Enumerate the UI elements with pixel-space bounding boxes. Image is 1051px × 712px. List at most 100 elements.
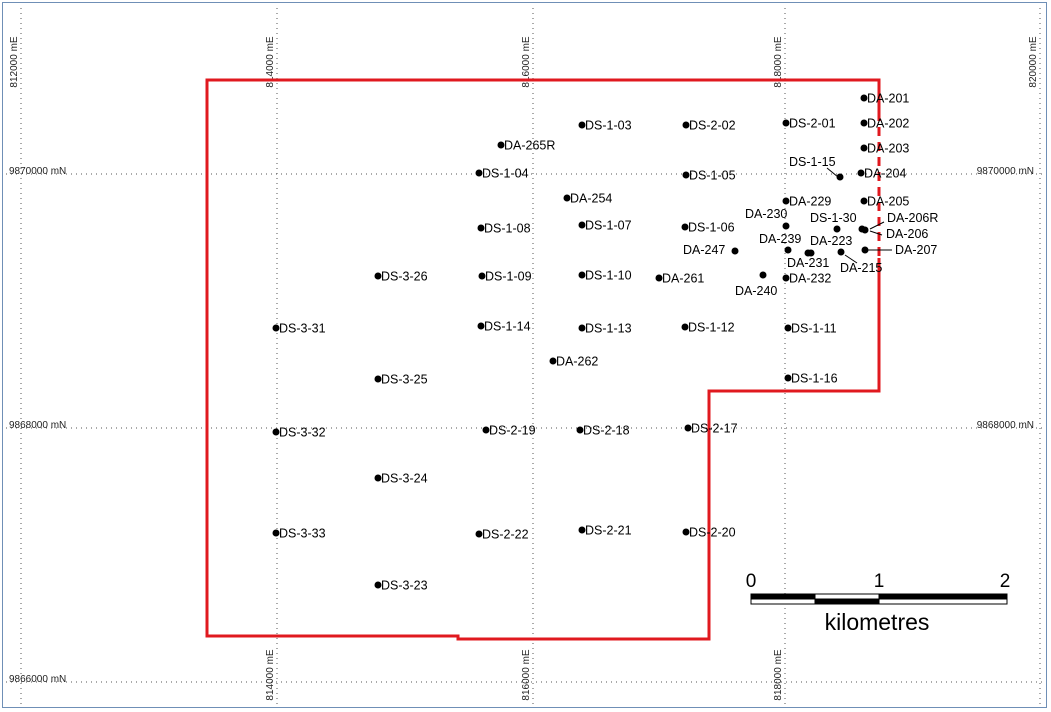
scale-bar-segment	[815, 599, 879, 604]
drillhole: DS-1-09	[478, 270, 532, 284]
drillhole-layer: DA-201 DA-202 DA-203 DA-204 DA-205 DA-206R DA-…	[272, 92, 938, 593]
drillhole: DA-204	[857, 167, 906, 181]
licence-boundary	[205, 78, 881, 641]
licence-boundary-solid	[205, 78, 881, 641]
drillhole: DS-2-21	[578, 524, 632, 538]
drillhole-label: DA-247	[683, 243, 725, 257]
drillhole-marker	[682, 121, 690, 129]
drillhole-marker	[578, 221, 586, 229]
drillhole: DS-3-32	[272, 426, 326, 440]
drillhole-label: DS-2-21	[585, 524, 632, 538]
drillhole-marker	[682, 528, 690, 536]
drillhole-label: DA-262	[556, 355, 598, 369]
drillhole-marker	[272, 428, 280, 436]
drillhole-label: DS-1-08	[484, 222, 531, 236]
drillhole: DS-2-20	[682, 526, 736, 540]
drillhole-marker	[860, 94, 868, 102]
drillhole: DS-1-15	[789, 155, 844, 181]
drillhole-marker	[860, 197, 868, 205]
drillhole-label: DA-203	[867, 142, 909, 156]
drillhole-label: DS-1-05	[689, 169, 736, 183]
drillhole: DA-206	[861, 226, 928, 241]
easting-label-bottom: 816000 mE	[521, 649, 532, 700]
drillhole-label: DS-2-19	[489, 424, 536, 438]
drillhole-label: DA-202	[867, 117, 909, 131]
drillhole-label: DA-204	[864, 167, 906, 181]
northing-label-left: 9868000 mN	[9, 420, 66, 431]
drillhole: DS-2-01	[782, 117, 836, 131]
northing-label-left: 9866000 mN	[9, 674, 66, 685]
drillhole-label: DA-229	[789, 195, 831, 209]
drillhole-marker	[475, 169, 483, 177]
drillhole-label: DA-261	[662, 272, 704, 286]
scale-bar-segment	[878, 598, 1008, 605]
drillhole-label: DS-1-09	[485, 270, 532, 284]
drillhole-label: DA-223	[810, 234, 852, 248]
drillhole-marker	[681, 323, 689, 331]
drillhole-marker	[684, 424, 692, 432]
drillhole-marker	[784, 374, 792, 382]
drillhole-label: DA-254	[570, 192, 612, 206]
drillhole-marker	[374, 581, 382, 589]
drillhole: DA-254	[563, 192, 612, 206]
drillhole-marker	[860, 144, 868, 152]
drillhole-label: DS-3-24	[381, 472, 428, 486]
drillhole-marker	[272, 529, 280, 537]
drillhole-marker	[860, 119, 868, 127]
leader-line	[869, 230, 883, 236]
drillhole-marker	[681, 223, 689, 231]
northing-labels: 9870000 mN 9870000 mN 9868000 mN 9868000…	[9, 166, 1034, 685]
drillhole: DA-262	[549, 355, 598, 369]
drillhole: DS-3-33	[272, 527, 326, 541]
drillhole-marker	[833, 225, 841, 233]
drillhole-label: DA-215	[840, 261, 882, 275]
easting-label-top: 814000 mE	[265, 36, 276, 87]
drillhole-marker	[731, 247, 739, 255]
drillhole-marker	[578, 121, 586, 129]
drillhole-marker	[576, 426, 584, 434]
drillhole: DA-202	[860, 117, 909, 131]
drillhole-marker	[861, 246, 869, 254]
drillhole: DS-3-23	[374, 579, 428, 593]
drillhole-marker	[804, 249, 812, 257]
drillhole: DA-207	[861, 243, 937, 257]
drillhole-marker	[272, 324, 280, 332]
drillhole-label: DS-2-01	[789, 117, 836, 131]
drillhole-marker	[374, 474, 382, 482]
drillhole: DA-232	[782, 272, 831, 286]
drillhole: DS-2-02	[682, 119, 736, 133]
drillhole: DS-3-24	[374, 472, 428, 486]
drillhole-marker	[497, 141, 505, 149]
drillhole: DS-2-17	[684, 422, 738, 436]
leader-line	[826, 167, 839, 178]
northing-label-right: 9868000 mN	[977, 420, 1034, 431]
drillhole-label: DA-205	[867, 195, 909, 209]
scale-bar: 0 1 2 kilometres	[746, 571, 1011, 635]
drillhole-label: DS-1-11	[791, 322, 837, 336]
drillhole-marker	[782, 197, 790, 205]
drillhole-label: DS-1-30	[810, 211, 857, 225]
drillhole: DS-1-11	[784, 322, 837, 336]
drillhole-label: DS-3-33	[279, 527, 326, 541]
drillhole-marker	[782, 222, 790, 230]
drillhole-label: DS-1-12	[688, 321, 735, 335]
scale-bar-outline	[750, 593, 1008, 605]
drillhole-label: DS-1-03	[585, 119, 632, 133]
drillhole: DA-205	[860, 195, 909, 209]
drillhole-label: DA-239	[759, 232, 801, 246]
drillhole-marker	[578, 526, 586, 534]
drillhole-marker	[857, 169, 865, 177]
drillhole-label: DS-1-14	[484, 320, 531, 334]
drillhole: DS-1-07	[578, 219, 632, 233]
scale-tick-label: 1	[874, 571, 885, 592]
drillhole: DS-2-18	[576, 424, 630, 438]
drillhole: DS-1-10	[578, 269, 632, 283]
drillhole: DA-247	[683, 243, 739, 257]
drillhole-marker	[784, 246, 792, 254]
drillhole: DA-265R	[497, 139, 555, 153]
drillhole: DA-231	[787, 249, 829, 270]
drillhole: DA-240	[735, 271, 777, 298]
drillhole: DA-223	[807, 234, 852, 257]
